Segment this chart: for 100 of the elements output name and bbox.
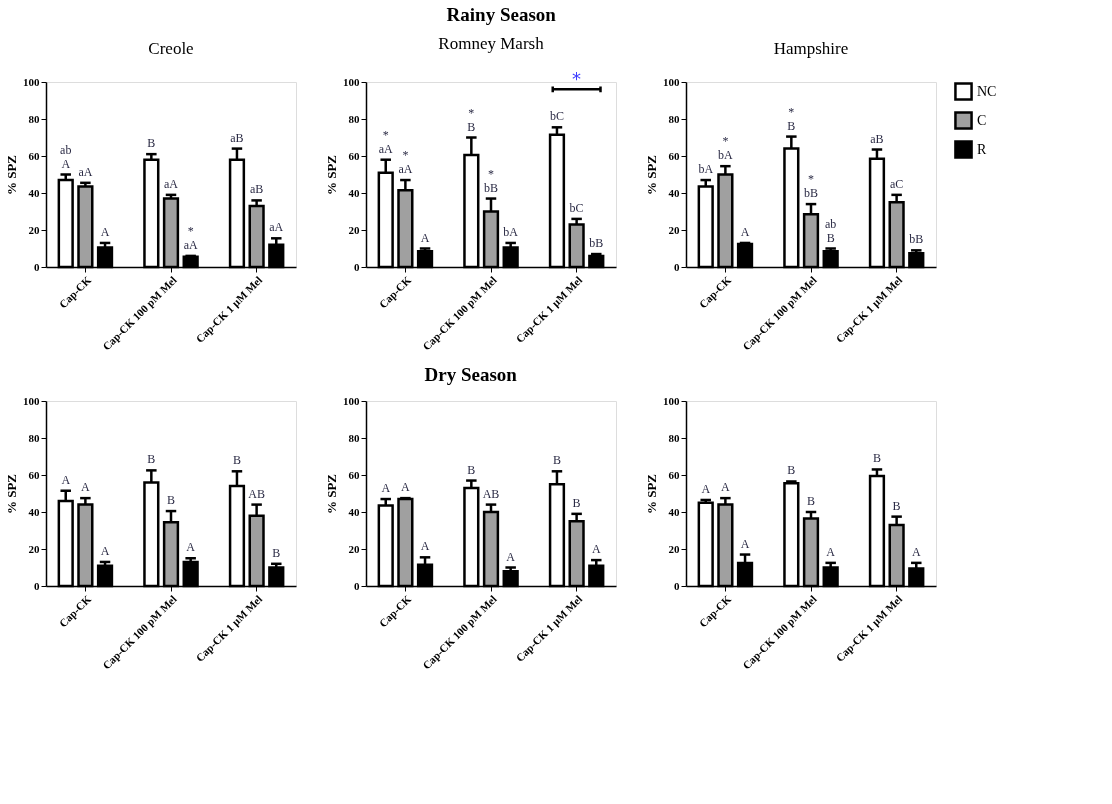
y-tick-label: 60 (348, 468, 360, 481)
y-tick-label: 40 (668, 186, 680, 199)
data-label: B (272, 545, 281, 560)
data-label: A (701, 481, 711, 496)
data-label: * B (787, 104, 796, 133)
data-label: aC (889, 176, 904, 191)
chart-title: Romney Marsh (438, 34, 545, 54)
y-tick-label: 100 (23, 394, 40, 407)
data-label: AB (248, 486, 265, 501)
data-label: A (721, 480, 731, 495)
data-label: bC (549, 109, 564, 124)
data-label: B (147, 452, 156, 467)
y-axis-title: % SPZ (644, 154, 659, 196)
data-label: A (420, 539, 430, 554)
y-tick-label: 100 (23, 75, 40, 88)
y-tick-label: 20 (668, 542, 680, 555)
data-label: A (420, 230, 430, 245)
y-tick-label: 40 (28, 505, 40, 518)
y-tick-label: 100 (343, 394, 360, 407)
data-label: * bA (718, 134, 734, 163)
data-label: bA (698, 162, 714, 177)
y-tick-label: 100 (343, 75, 360, 88)
data-label: B (232, 453, 241, 468)
data-label: aA (164, 176, 179, 191)
text: Dry Season (424, 363, 518, 385)
y-tick-label: 0 (354, 579, 360, 592)
legend-label: R (977, 141, 987, 157)
data-label: B (147, 136, 156, 151)
y-axis-title: % SPZ (324, 473, 339, 515)
y-tick-label: 60 (28, 149, 40, 162)
y-tick-label: 0 (34, 260, 40, 273)
y-tick-label: 80 (28, 112, 40, 125)
y-tick-label: 60 (28, 468, 40, 481)
data-label: * bB (483, 166, 499, 195)
data-label: A (100, 543, 110, 558)
data-label: * aA (378, 127, 394, 156)
y-tick-label: 20 (28, 223, 40, 236)
y-tick-label: 20 (668, 223, 680, 236)
data-label: bB (589, 236, 604, 251)
data-label: B (166, 493, 176, 508)
data-label: B (467, 462, 476, 477)
data-label: B (572, 495, 581, 510)
y-tick-label: 80 (348, 431, 360, 444)
y-tick-label: 0 (674, 260, 680, 273)
data-label: B (892, 498, 901, 513)
data-label: A (506, 549, 516, 564)
y-tick-label: 20 (28, 542, 40, 555)
y-tick-label: 20 (348, 542, 360, 555)
y-axis-title: % SPZ (324, 154, 339, 196)
y-tick-label: 40 (348, 505, 360, 518)
data-label: * aA (398, 148, 413, 177)
data-label: A (401, 480, 411, 495)
y-axis-title: % SPZ (4, 473, 19, 515)
y-tick-label: 80 (348, 112, 360, 125)
y-tick-label: 60 (668, 468, 680, 481)
y-tick-label: 0 (34, 579, 40, 592)
chart-title: Hampshire (773, 39, 849, 58)
y-tick-label: 60 (348, 149, 360, 162)
data-label: A (591, 542, 601, 557)
data-label: A (740, 224, 750, 239)
y-tick-label: 100 (663, 394, 680, 407)
y-tick-label: 100 (663, 75, 680, 88)
data-label: A (911, 544, 921, 559)
y-tick-label: 20 (348, 223, 360, 236)
data-label: A (740, 536, 750, 551)
data-label: bB (909, 232, 924, 247)
data-label: bA (503, 224, 519, 239)
data-label: A (100, 224, 110, 239)
data-label: * bB (803, 172, 819, 201)
legend-label: C (977, 112, 987, 128)
data-label: A (186, 540, 196, 555)
annotation: * (572, 68, 582, 90)
y-tick-label: 40 (28, 186, 40, 199)
data-label: * B (467, 105, 476, 134)
y-axis-title: % SPZ (4, 154, 19, 196)
y-tick-label: 80 (28, 431, 40, 444)
data-label: * aA (183, 223, 198, 252)
data-label: B (787, 463, 796, 478)
data-label: B (872, 451, 881, 466)
legend-label: NC (977, 83, 997, 99)
data-label: A (826, 544, 836, 559)
data-label: aA (78, 164, 93, 179)
text: Rainy Season (446, 3, 557, 25)
data-label: aB (230, 130, 244, 145)
data-label: AB (482, 486, 500, 501)
y-tick-label: 60 (668, 149, 680, 162)
data-label: bC (569, 200, 584, 215)
y-tick-label: 0 (354, 260, 360, 273)
data-label: A (381, 481, 391, 496)
y-tick-label: 80 (668, 112, 680, 125)
data-label: B (552, 453, 561, 468)
data-label: ab A (60, 142, 72, 171)
data-label: aA (269, 220, 284, 235)
chart-title: Creole (148, 39, 194, 58)
data-label: aB (870, 131, 884, 146)
y-tick-label: 40 (348, 186, 360, 199)
y-tick-label: 0 (674, 579, 680, 592)
data-label: aB (249, 182, 264, 197)
y-tick-label: 80 (668, 431, 680, 444)
data-label: A (81, 480, 91, 495)
